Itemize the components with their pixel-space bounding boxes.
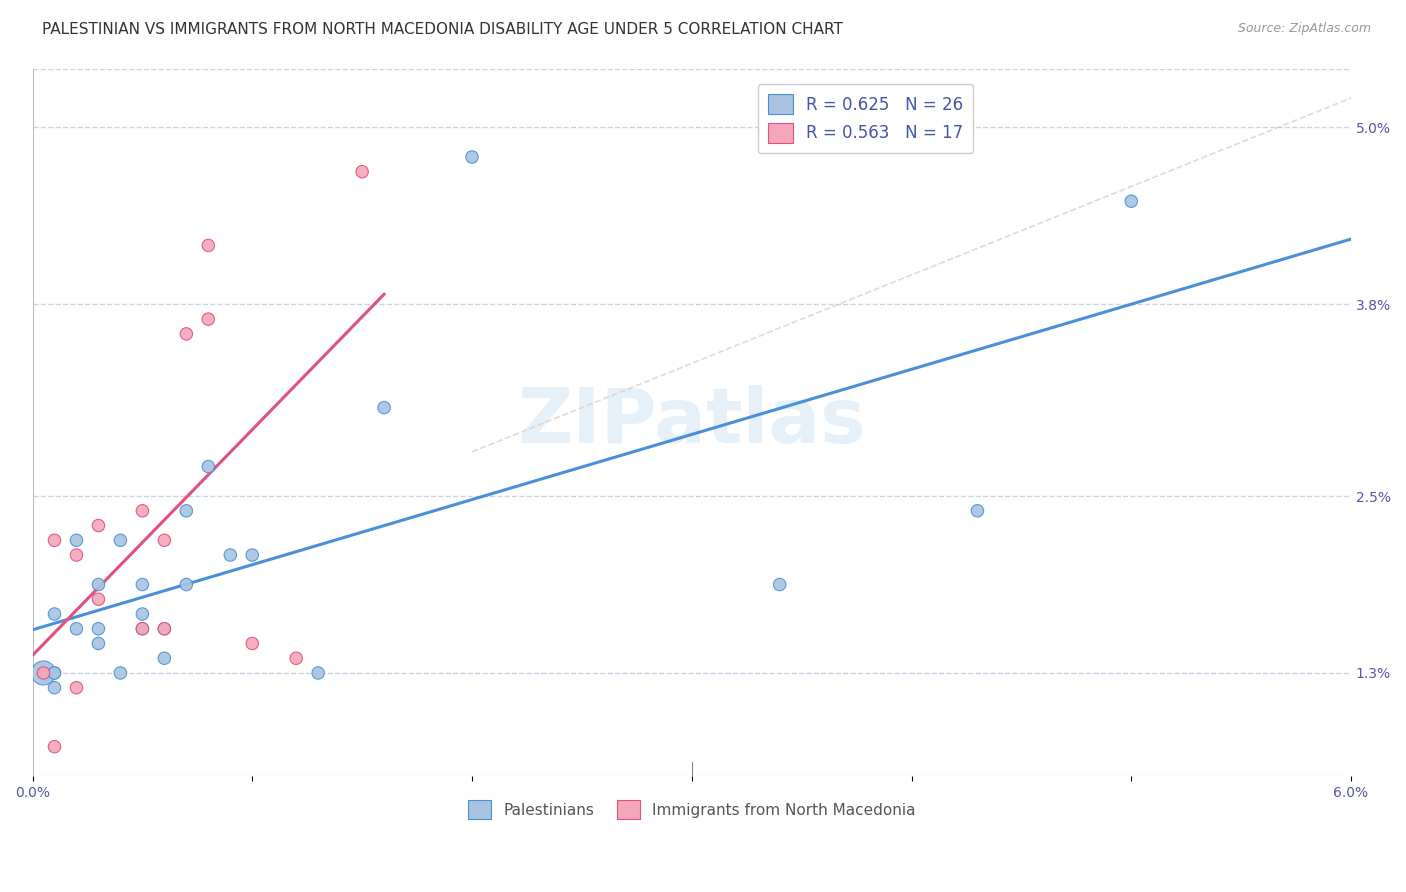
- Point: [307, 665, 329, 680]
- Point: [240, 548, 263, 562]
- Point: [966, 504, 988, 518]
- Point: [87, 622, 110, 636]
- Point: [87, 577, 110, 591]
- Point: [110, 533, 132, 548]
- Point: [87, 518, 110, 533]
- Point: [87, 636, 110, 650]
- Point: [131, 607, 153, 621]
- Point: [44, 665, 66, 680]
- Point: [461, 150, 484, 164]
- Point: [197, 312, 219, 326]
- Point: [131, 504, 153, 518]
- Point: [197, 238, 219, 252]
- Point: [240, 636, 263, 650]
- Point: [65, 548, 87, 562]
- Point: [197, 459, 219, 474]
- Point: [32, 665, 55, 680]
- Point: [65, 681, 87, 695]
- Point: [285, 651, 308, 665]
- Point: [44, 607, 66, 621]
- Point: [110, 665, 132, 680]
- Point: [176, 577, 198, 591]
- Text: Source: ZipAtlas.com: Source: ZipAtlas.com: [1237, 22, 1371, 36]
- Point: [65, 533, 87, 548]
- Point: [153, 651, 176, 665]
- Point: [153, 622, 176, 636]
- Point: [87, 592, 110, 607]
- Point: [131, 577, 153, 591]
- Point: [44, 665, 66, 680]
- Text: ZIPatlas: ZIPatlas: [517, 385, 866, 459]
- Point: [44, 739, 66, 754]
- Point: [153, 622, 176, 636]
- Point: [769, 577, 792, 591]
- Point: [352, 165, 374, 179]
- Point: [44, 681, 66, 695]
- Point: [1121, 194, 1143, 209]
- Point: [131, 622, 153, 636]
- Legend: Palestinians, Immigrants from North Macedonia: Palestinians, Immigrants from North Mace…: [461, 794, 922, 825]
- Point: [131, 622, 153, 636]
- Text: PALESTINIAN VS IMMIGRANTS FROM NORTH MACEDONIA DISABILITY AGE UNDER 5 CORRELATIO: PALESTINIAN VS IMMIGRANTS FROM NORTH MAC…: [42, 22, 844, 37]
- Point: [65, 622, 87, 636]
- Point: [153, 533, 176, 548]
- Point: [219, 548, 242, 562]
- Point: [32, 665, 55, 680]
- Point: [176, 504, 198, 518]
- Point: [373, 401, 395, 415]
- Point: [176, 326, 198, 341]
- Point: [44, 533, 66, 548]
